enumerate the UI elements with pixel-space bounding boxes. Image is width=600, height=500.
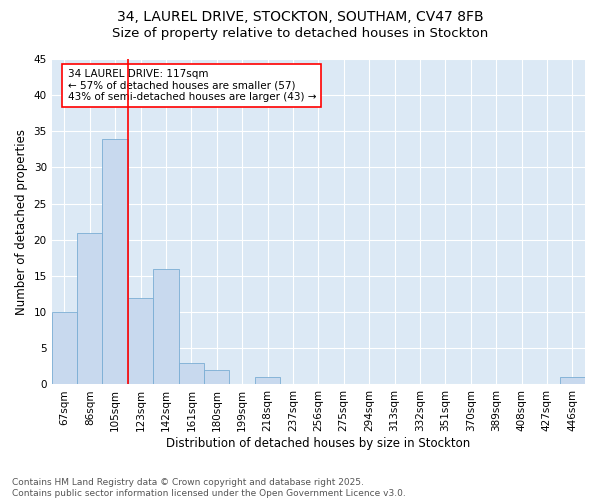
X-axis label: Distribution of detached houses by size in Stockton: Distribution of detached houses by size …	[166, 437, 470, 450]
Bar	[255, 377, 280, 384]
Text: Contains HM Land Registry data © Crown copyright and database right 2025.
Contai: Contains HM Land Registry data © Crown c…	[12, 478, 406, 498]
Bar	[128, 298, 153, 384]
Bar	[204, 370, 229, 384]
Bar	[103, 138, 128, 384]
Text: 34 LAUREL DRIVE: 117sqm
← 57% of detached houses are smaller (57)
43% of semi-de: 34 LAUREL DRIVE: 117sqm ← 57% of detache…	[68, 69, 316, 102]
Bar	[179, 363, 204, 384]
Bar	[560, 377, 585, 384]
Text: 34, LAUREL DRIVE, STOCKTON, SOUTHAM, CV47 8FB: 34, LAUREL DRIVE, STOCKTON, SOUTHAM, CV4…	[116, 10, 484, 24]
Bar	[153, 268, 179, 384]
Bar	[52, 312, 77, 384]
Text: Size of property relative to detached houses in Stockton: Size of property relative to detached ho…	[112, 28, 488, 40]
Y-axis label: Number of detached properties: Number of detached properties	[15, 128, 28, 314]
Bar	[77, 232, 103, 384]
